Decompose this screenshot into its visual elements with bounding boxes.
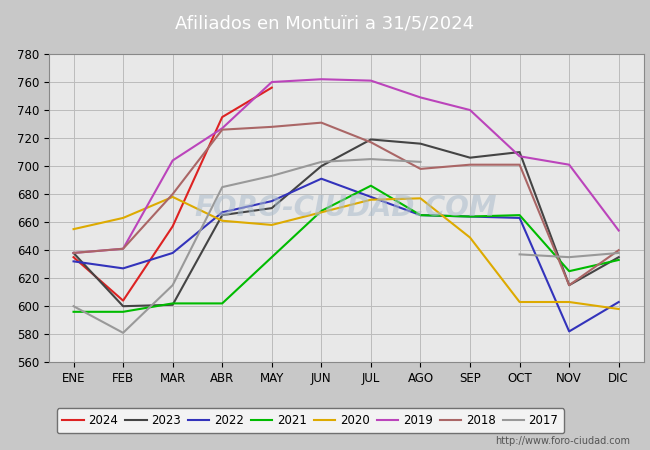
Text: FORO-CIUDAD.COM: FORO-CIUDAD.COM: [195, 194, 497, 222]
Legend: 2024, 2023, 2022, 2021, 2020, 2019, 2018, 2017: 2024, 2023, 2022, 2021, 2020, 2019, 2018…: [57, 408, 564, 433]
Text: Afiliados en Montuïri a 31/5/2024: Afiliados en Montuïri a 31/5/2024: [176, 14, 474, 33]
Text: http://www.foro-ciudad.com: http://www.foro-ciudad.com: [495, 436, 630, 446]
